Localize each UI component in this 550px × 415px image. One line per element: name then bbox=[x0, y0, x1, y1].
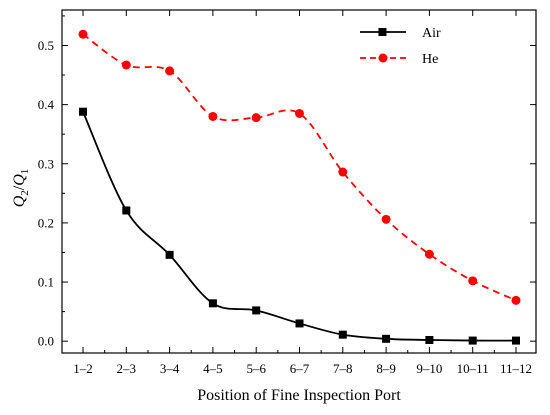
plot-border bbox=[61, 9, 537, 354]
data-point bbox=[295, 319, 304, 328]
data-point bbox=[79, 107, 87, 116]
legend-he-label: He bbox=[422, 52, 438, 67]
y-tick-label: 0.5 bbox=[38, 38, 54, 53]
x-axis: 1–2 2–3 3–4 4–5 5–6 6–7 7–8 8–9 9–10 10–11 11–12 bbox=[73, 10, 532, 376]
x-tick-label: 8–9 bbox=[376, 361, 396, 376]
data-point bbox=[338, 167, 348, 177]
x-tick-label: 3–4 bbox=[160, 361, 180, 376]
x-tick-label: 11–12 bbox=[500, 361, 532, 376]
x-axis-title: Position of Fine Inspection Port bbox=[197, 387, 401, 404]
data-point bbox=[381, 214, 391, 224]
data-point bbox=[208, 299, 217, 308]
y-tick-label: 0.1 bbox=[38, 275, 54, 290]
x-tick-label: 7–8 bbox=[333, 361, 353, 376]
data-point bbox=[511, 295, 521, 305]
data-point bbox=[121, 60, 131, 70]
series-line-air bbox=[82, 111, 517, 342]
data-point bbox=[165, 250, 174, 259]
data-point bbox=[338, 330, 347, 339]
legend: Air He bbox=[360, 26, 441, 67]
series-he bbox=[78, 29, 521, 305]
legend-air-label: Air bbox=[422, 26, 441, 41]
plot-frame bbox=[61, 9, 537, 354]
y-tick-label: 0.2 bbox=[38, 215, 54, 230]
data-point bbox=[252, 306, 261, 315]
y-tick-label: 0.4 bbox=[38, 97, 55, 112]
data-point bbox=[165, 66, 175, 76]
x-tick-label: 1–2 bbox=[73, 361, 93, 376]
legend-air-marker bbox=[378, 28, 387, 36]
data-point bbox=[468, 276, 478, 286]
series-line-he bbox=[82, 33, 517, 302]
data-point bbox=[512, 336, 520, 345]
series-layer bbox=[78, 29, 521, 345]
x-tick-label: 9–10 bbox=[416, 361, 442, 376]
data-point bbox=[78, 29, 88, 39]
y-tick-label: 0.0 bbox=[38, 334, 54, 349]
data-point bbox=[425, 335, 434, 344]
x-tick-label: 4–5 bbox=[203, 361, 223, 376]
data-point bbox=[251, 113, 261, 123]
y-axis: 0.0 0.1 0.2 0.3 0.4 0.5 bbox=[38, 15, 536, 349]
data-point bbox=[424, 249, 434, 259]
x-tick-label: 6–7 bbox=[290, 361, 310, 376]
x-tick-label: 5–6 bbox=[246, 361, 266, 376]
data-point bbox=[295, 108, 304, 118]
y-tick-label: 0.3 bbox=[38, 156, 54, 171]
x-tick-label: 10–11 bbox=[457, 361, 489, 376]
data-point bbox=[122, 206, 131, 215]
data-point bbox=[382, 334, 391, 343]
series-air bbox=[79, 107, 520, 345]
data-point bbox=[468, 336, 477, 345]
x-tick-label: 2–3 bbox=[117, 361, 137, 376]
legend-he-marker bbox=[378, 53, 388, 63]
y-axis-title: Q2/Q1 bbox=[11, 169, 31, 208]
data-point bbox=[208, 111, 218, 121]
